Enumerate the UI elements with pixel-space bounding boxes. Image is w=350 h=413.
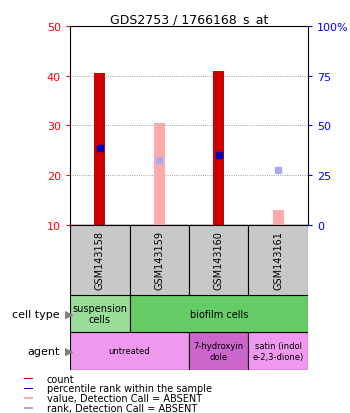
Text: GSM143159: GSM143159 bbox=[154, 231, 164, 290]
Bar bbox=[130, 225, 189, 295]
Text: percentile rank within the sample: percentile rank within the sample bbox=[47, 384, 212, 394]
Text: satin (indol
e-2,3-dione): satin (indol e-2,3-dione) bbox=[253, 342, 304, 361]
Text: 7-hydroxyin
dole: 7-hydroxyin dole bbox=[194, 342, 244, 361]
Bar bbox=[24, 378, 33, 380]
Bar bbox=[130, 295, 308, 332]
Text: suspension
cells: suspension cells bbox=[72, 303, 127, 325]
Bar bbox=[189, 225, 248, 295]
Bar bbox=[24, 387, 33, 389]
Text: value, Detection Call = ABSENT: value, Detection Call = ABSENT bbox=[47, 393, 202, 403]
Bar bbox=[154, 123, 164, 225]
Bar bbox=[70, 295, 130, 332]
Bar bbox=[214, 71, 224, 225]
Bar bbox=[24, 407, 33, 409]
Bar bbox=[189, 332, 248, 370]
Text: cell type: cell type bbox=[12, 309, 60, 319]
Text: biofilm cells: biofilm cells bbox=[190, 309, 248, 319]
Text: agent: agent bbox=[27, 346, 60, 356]
Text: count: count bbox=[47, 374, 75, 384]
Bar bbox=[70, 225, 130, 295]
Text: ▶: ▶ bbox=[65, 346, 73, 356]
Text: rank, Detection Call = ABSENT: rank, Detection Call = ABSENT bbox=[47, 403, 197, 413]
Text: untreated: untreated bbox=[109, 347, 150, 356]
Text: GSM143161: GSM143161 bbox=[273, 231, 283, 290]
Bar bbox=[94, 74, 105, 225]
Title: GDS2753 / 1766168_s_at: GDS2753 / 1766168_s_at bbox=[110, 13, 268, 26]
Bar bbox=[70, 332, 189, 370]
Bar bbox=[248, 225, 308, 295]
Bar bbox=[24, 397, 33, 399]
Bar bbox=[273, 210, 284, 225]
Text: ▶: ▶ bbox=[65, 309, 73, 319]
Bar bbox=[248, 332, 308, 370]
Text: GSM143160: GSM143160 bbox=[214, 231, 224, 290]
Text: GSM143158: GSM143158 bbox=[95, 231, 105, 290]
